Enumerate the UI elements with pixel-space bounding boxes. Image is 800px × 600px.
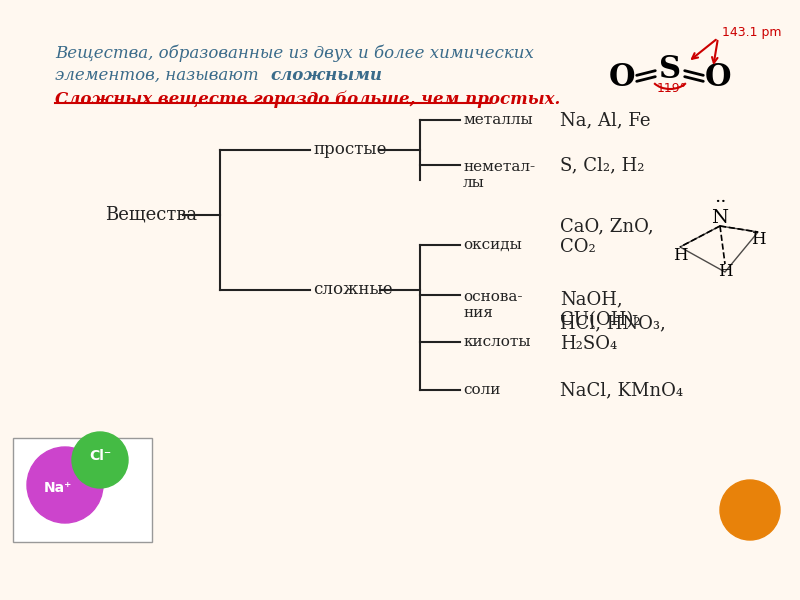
- Text: S: S: [659, 55, 681, 85]
- Text: Cl⁻: Cl⁻: [89, 449, 111, 463]
- Text: металлы: металлы: [463, 113, 533, 127]
- Text: кислоты: кислоты: [463, 335, 530, 349]
- Circle shape: [72, 432, 128, 488]
- Text: Вещества: Вещества: [105, 206, 197, 224]
- Text: O: O: [705, 62, 731, 94]
- Text: неметал-
лы: неметал- лы: [463, 160, 535, 190]
- Text: простые: простые: [313, 142, 386, 158]
- Text: 143.1 pm: 143.1 pm: [722, 26, 782, 39]
- Text: H: H: [718, 263, 732, 280]
- Text: Na⁺: Na⁺: [44, 481, 72, 495]
- Text: .: .: [338, 67, 343, 84]
- Text: CaO, ZnO,
CO₂: CaO, ZnO, CO₂: [560, 218, 654, 256]
- Text: Сложных веществ гораздо больше, чем простых.: Сложных веществ гораздо больше, чем прос…: [55, 90, 560, 107]
- Text: H: H: [750, 232, 766, 248]
- Text: соли: соли: [463, 383, 500, 397]
- Text: S, Cl₂, H₂: S, Cl₂, H₂: [560, 156, 645, 174]
- Text: NaOH,
CU(OH)₂: NaOH, CU(OH)₂: [560, 290, 641, 329]
- Text: оксиды: оксиды: [463, 238, 522, 252]
- Circle shape: [720, 480, 780, 540]
- Text: сложные: сложные: [313, 281, 393, 298]
- Text: элементов, называют: элементов, называют: [55, 67, 264, 84]
- Text: N: N: [711, 209, 729, 227]
- Text: H: H: [673, 247, 687, 263]
- Text: Na, Al, Fe: Na, Al, Fe: [560, 111, 650, 129]
- Text: сложными: сложными: [270, 67, 382, 84]
- Text: Вещества, образованные из двух и более химических: Вещества, образованные из двух и более х…: [55, 45, 534, 62]
- Text: NaCl, KMnO₄: NaCl, KMnO₄: [560, 381, 683, 399]
- FancyBboxPatch shape: [13, 438, 152, 542]
- Text: HCl, HNO₃,
H₂SO₄: HCl, HNO₃, H₂SO₄: [560, 314, 666, 353]
- Text: ..: ..: [714, 188, 726, 206]
- Circle shape: [27, 447, 103, 523]
- Text: 119°: 119°: [657, 82, 687, 95]
- Text: O: O: [609, 62, 635, 94]
- Text: основа-
ния: основа- ния: [463, 290, 522, 320]
